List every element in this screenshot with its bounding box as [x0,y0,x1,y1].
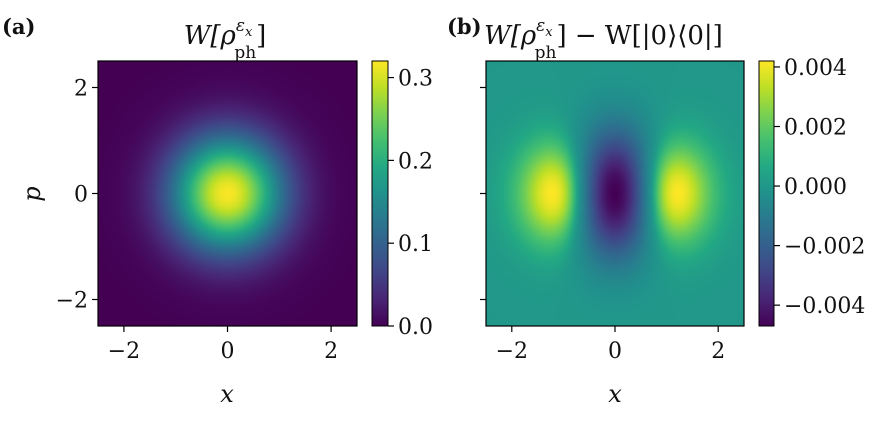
panel-a-colorbar-tick-label-3: 0.3 [398,67,433,92]
panel-b-colorbar-tick-label-3: −0.002 [784,235,865,260]
panel-b-letter: (b) [447,14,482,39]
panel-b-xlabel: x [608,380,622,408]
panel-a-title-sup: ε [236,16,245,36]
panel-a-letter: (a) [2,14,35,39]
panel-b-colorbar-tick-label-1: 0.002 [784,116,847,141]
panel-b-colorbar [758,60,775,327]
panel-a-ticks: −2 0 2 −2 0 2 [56,77,339,365]
panel-b-colorbar-tick-label-2: 0.000 [784,175,847,200]
panel-b-title-end: ] − W[|0⟩⟨0|] [556,21,722,51]
panel-b-ticks: −2 0 2 [480,86,725,364]
panel-a-ytick-label-1: 0 [74,183,88,208]
panel-a-xtick-label-0: −2 [108,339,140,364]
panel-a-colorbar-ticks: 0.0 0.1 0.2 0.3 [388,67,433,340]
panel-b-xtick-label-2: 2 [711,339,725,364]
panel-b-xtick-label-1: 0 [608,339,622,364]
panel-a-title-base: W[ρ [184,21,237,51]
panel-b-title-base: W[ρ [484,21,537,51]
panel-a-title: W[ρεx ph] [184,16,267,63]
panel-a-xtick-label-2: 2 [324,339,338,364]
panel-a-xtick-label-1: 0 [221,339,235,364]
panel-b: (b) W[ρεx ph] − W[|0⟩⟨0|] −2 0 2 x 0.0040.0… [447,14,865,408]
panel-a: (a) W[ρεx ph] −2 0 2−202 x p 0.00.10.20.3 [2,14,433,408]
panel-b-colorbar-ticks: 0.004 0.002 0.000 −0.002 −0.004 [774,56,865,319]
panel-b-title-sup: ε [536,16,545,36]
panel-a-title-sup-sub: x [245,25,253,40]
panel-a-title-sub: ph [234,43,256,63]
panel-b-heatmap [486,61,744,326]
panel-a-ytick-label-2: 2 [74,77,88,102]
panel-b-title-sub: ph [535,43,557,63]
panel-b-title: W[ρεx ph] − W[|0⟩⟨0|] [484,16,723,63]
panel-a-ytick-label-0: −2 [56,289,88,314]
panel-a-ylabel: p [18,186,46,201]
panel-a-xlabel: x [220,380,234,408]
panel-a-title-end: ] [256,21,266,51]
panel-b-xtick-label-0: −2 [496,339,528,364]
panel-b-title-sup-sub: x [545,25,553,40]
panel-a-colorbar-tick-label-0: 0.0 [398,315,433,340]
panel-b-colorbar-tick-label-0: 0.004 [784,56,847,81]
panel-a-colorbar [371,60,389,327]
panel-b-colorbar-tick-label-4: −0.004 [784,294,865,319]
panel-a-heatmap [98,61,357,326]
panel-a-colorbar-tick-label-1: 0.1 [398,232,433,257]
panel-a-colorbar-tick-label-2: 0.2 [398,149,433,174]
